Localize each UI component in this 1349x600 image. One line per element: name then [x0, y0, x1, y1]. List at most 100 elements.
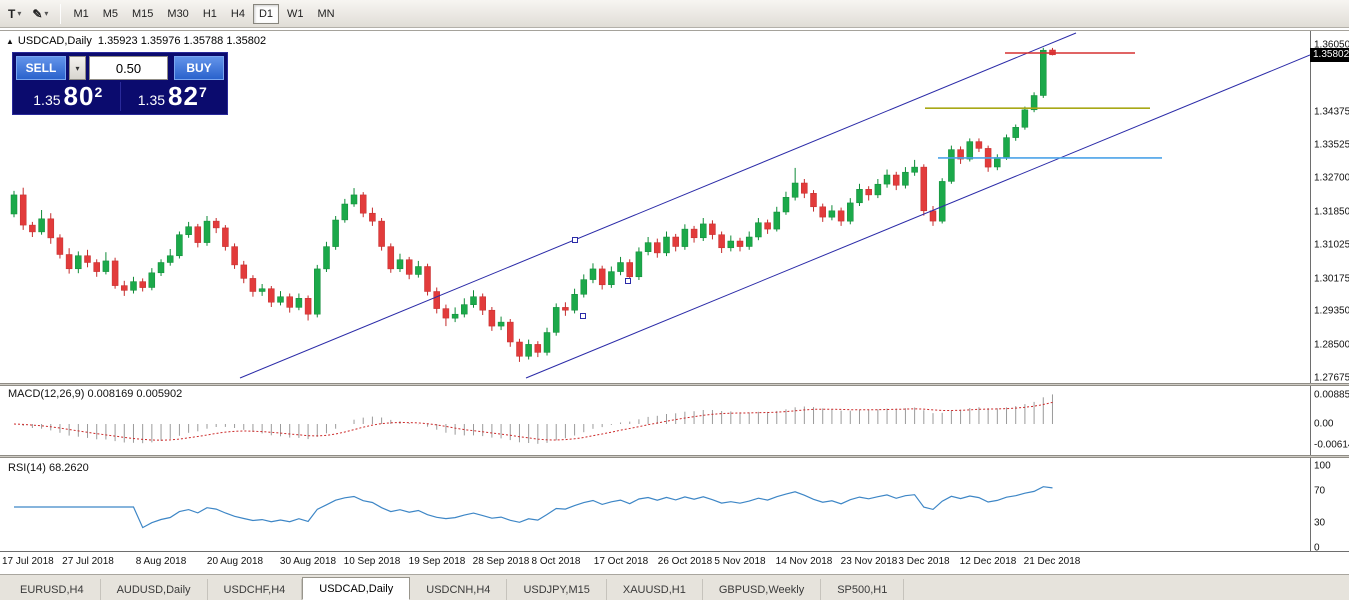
- trendline-handle[interactable]: [625, 278, 631, 284]
- time-axis-label: 23 Nov 2018: [840, 556, 898, 567]
- timeframe-button-group: M1 M5 M15 M30 H1 H4 D1 W1 MN: [67, 3, 342, 24]
- timeframe-button-M30[interactable]: M30: [167, 7, 189, 20]
- trendline-handle[interactable]: [572, 237, 578, 243]
- chart-tab-bar: EURUSD,H4 AUDUSD,Daily USDCHF,H4 USDCAD,Dai…: [0, 574, 1349, 600]
- time-axis-label: 8 Aug 2018: [135, 556, 187, 567]
- rsi-pane-divider[interactable]: [0, 455, 1349, 458]
- volume-dropdown-button[interactable]: ▾: [69, 56, 86, 80]
- price-axis-label: 1.29350: [1314, 305, 1349, 317]
- rsi-panel-canvas[interactable]: [0, 459, 1310, 549]
- trend-channel-line[interactable]: [239, 32, 1077, 379]
- chevron-down-icon: ▾: [44, 9, 49, 18]
- macd-histogram: [22, 394, 1053, 444]
- top-toolbar: T ▾ ✎ ▾ M1 M5 M15 M30 H1 H4 D1 W1 MN: [0, 0, 1349, 28]
- chart-window-border: [0, 30, 1349, 31]
- trendline-handle[interactable]: [580, 313, 586, 319]
- rsi-axis-label: 30: [1314, 517, 1326, 529]
- toolbar-separator: [60, 3, 62, 24]
- chart-tab-USDCHF,H4[interactable]: USDCHF,H4: [208, 579, 303, 600]
- text-tool-button[interactable]: T ▾: [3, 3, 26, 25]
- ask-price-sup: 7: [198, 84, 207, 100]
- chart-tab-USDJPY,M15[interactable]: USDJPY,M15: [507, 579, 607, 600]
- macd-axis-label: 0.00885: [1314, 389, 1349, 400]
- chart-tab-USDCNH,H4[interactable]: USDCNH,H4: [410, 579, 508, 600]
- time-axis-label: 27 Jul 2018: [62, 556, 114, 567]
- macd-panel-canvas[interactable]: [0, 386, 1310, 452]
- bid-price-big: 80: [63, 81, 95, 111]
- time-axis-label: 20 Aug 2018: [206, 556, 264, 567]
- time-axis-line: [0, 551, 1349, 552]
- timeframe-button-H4[interactable]: H4: [230, 7, 245, 20]
- price-axis-label: 1.30175: [1314, 273, 1349, 285]
- time-axis-label: 21 Dec 2018: [1023, 556, 1081, 567]
- buy-button[interactable]: BUY: [174, 56, 224, 80]
- macd-signal-line: [13, 401, 1053, 441]
- macd-pane-divider[interactable]: [0, 383, 1349, 386]
- timeframe-button-D1[interactable]: D1: [252, 3, 279, 24]
- bid-price-sup: 2: [94, 84, 103, 100]
- rsi-line: [14, 486, 1053, 529]
- time-axis-label: 19 Sep 2018: [408, 556, 466, 567]
- chart-tab-SP500,H1[interactable]: SP500,H1: [821, 579, 905, 600]
- timeframe-button-MN[interactable]: MN: [317, 7, 335, 20]
- price-axis-label: 1.31025: [1314, 239, 1349, 251]
- timeframe-button-H1[interactable]: H1: [202, 7, 217, 20]
- timeframe-button-W1[interactable]: W1: [287, 7, 304, 20]
- rsi-axis-label: 0: [1314, 542, 1320, 554]
- main-chart[interactable]: [0, 31, 1310, 383]
- price-axis-line: [1310, 31, 1311, 551]
- one-click-trading-panel: SELL ▾ 0.50 BUY 1.35 80 2 1.35 82 7: [12, 52, 228, 115]
- time-axis-label: 10 Sep 2018: [343, 556, 401, 567]
- candles-group: [10, 47, 1056, 362]
- time-axis-label: 26 Oct 2018: [657, 556, 713, 567]
- chart-marker-icon: ▲: [6, 36, 14, 46]
- chart-tab-EURUSD,H4[interactable]: EURUSD,H4: [4, 579, 101, 600]
- timeframe-button-M5[interactable]: M5: [102, 7, 118, 20]
- chart-tab-XAUUSD,H1[interactable]: XAUUSD,H1: [607, 579, 703, 600]
- chart-tab-USDCAD,Daily[interactable]: USDCAD,Daily: [302, 577, 411, 600]
- price-axis-label: 1.31850: [1314, 206, 1349, 218]
- time-axis-label: 8 Oct 2018: [531, 556, 581, 567]
- chart-tab-AUDUSD,Daily[interactable]: AUDUSD,Daily: [101, 579, 208, 600]
- volume-field[interactable]: 0.50: [89, 56, 168, 80]
- time-axis-label: 17 Oct 2018: [593, 556, 649, 567]
- time-axis-label: 5 Nov 2018: [714, 556, 766, 567]
- price-axis-label: 1.36050: [1314, 39, 1349, 51]
- chart-tab-GBPUSD,Weekly[interactable]: GBPUSD,Weekly: [703, 579, 822, 600]
- draw-tool-icon: ✎: [32, 6, 43, 21]
- sell-button[interactable]: SELL: [16, 56, 66, 80]
- time-axis-label: 3 Dec 2018: [898, 556, 950, 567]
- chart-ohlc-values: 1.35923 1.35976 1.35788 1.35802: [97, 35, 267, 47]
- price-divider: [119, 82, 121, 111]
- time-axis-label: 30 Aug 2018: [279, 556, 337, 567]
- trend-channel-line[interactable]: [525, 54, 1310, 379]
- time-axis-label: 12 Dec 2018: [959, 556, 1017, 567]
- chevron-down-icon: ▾: [75, 63, 80, 73]
- time-axis-label: 14 Nov 2018: [775, 556, 833, 567]
- timeframe-button-M1[interactable]: M1: [73, 7, 89, 20]
- rsi-axis-label: 70: [1314, 485, 1326, 497]
- draw-tool-button[interactable]: ✎ ▾: [27, 3, 53, 25]
- time-axis-label: 17 Jul 2018: [2, 556, 54, 567]
- rsi-axis-label: 100: [1314, 460, 1331, 472]
- rsi-label: RSI(14) 68.2620: [8, 462, 89, 474]
- bid-price: 1.35 80 2: [16, 80, 120, 113]
- price-axis-label: 1.32700: [1314, 172, 1349, 184]
- current-price-badge: 1.35802: [1310, 48, 1349, 62]
- macd-axis-label: 0.00: [1314, 418, 1334, 430]
- chevron-down-icon: ▾: [17, 9, 22, 18]
- bid-price-small: 1.35: [33, 92, 61, 108]
- ask-price: 1.35 82 7: [121, 80, 225, 113]
- text-tool-icon: T: [8, 6, 16, 21]
- timeframe-button-M15[interactable]: M15: [132, 7, 154, 20]
- macd-axis-label: -0.00614: [1314, 439, 1349, 450]
- time-axis-label: 28 Sep 2018: [472, 556, 530, 567]
- price-axis-label: 1.33525: [1314, 139, 1349, 151]
- ask-price-small: 1.35: [137, 92, 166, 108]
- price-axis-label: 1.28500: [1314, 339, 1349, 351]
- ask-price-big: 82: [168, 81, 199, 111]
- price-axis-label: 1.27675: [1314, 372, 1349, 384]
- chart-symbol-period: USDCAD,Daily: [17, 35, 92, 47]
- macd-label: MACD(12,26,9) 0.008169 0.005902: [8, 388, 183, 400]
- price-axis-label: 1.34375: [1314, 106, 1349, 118]
